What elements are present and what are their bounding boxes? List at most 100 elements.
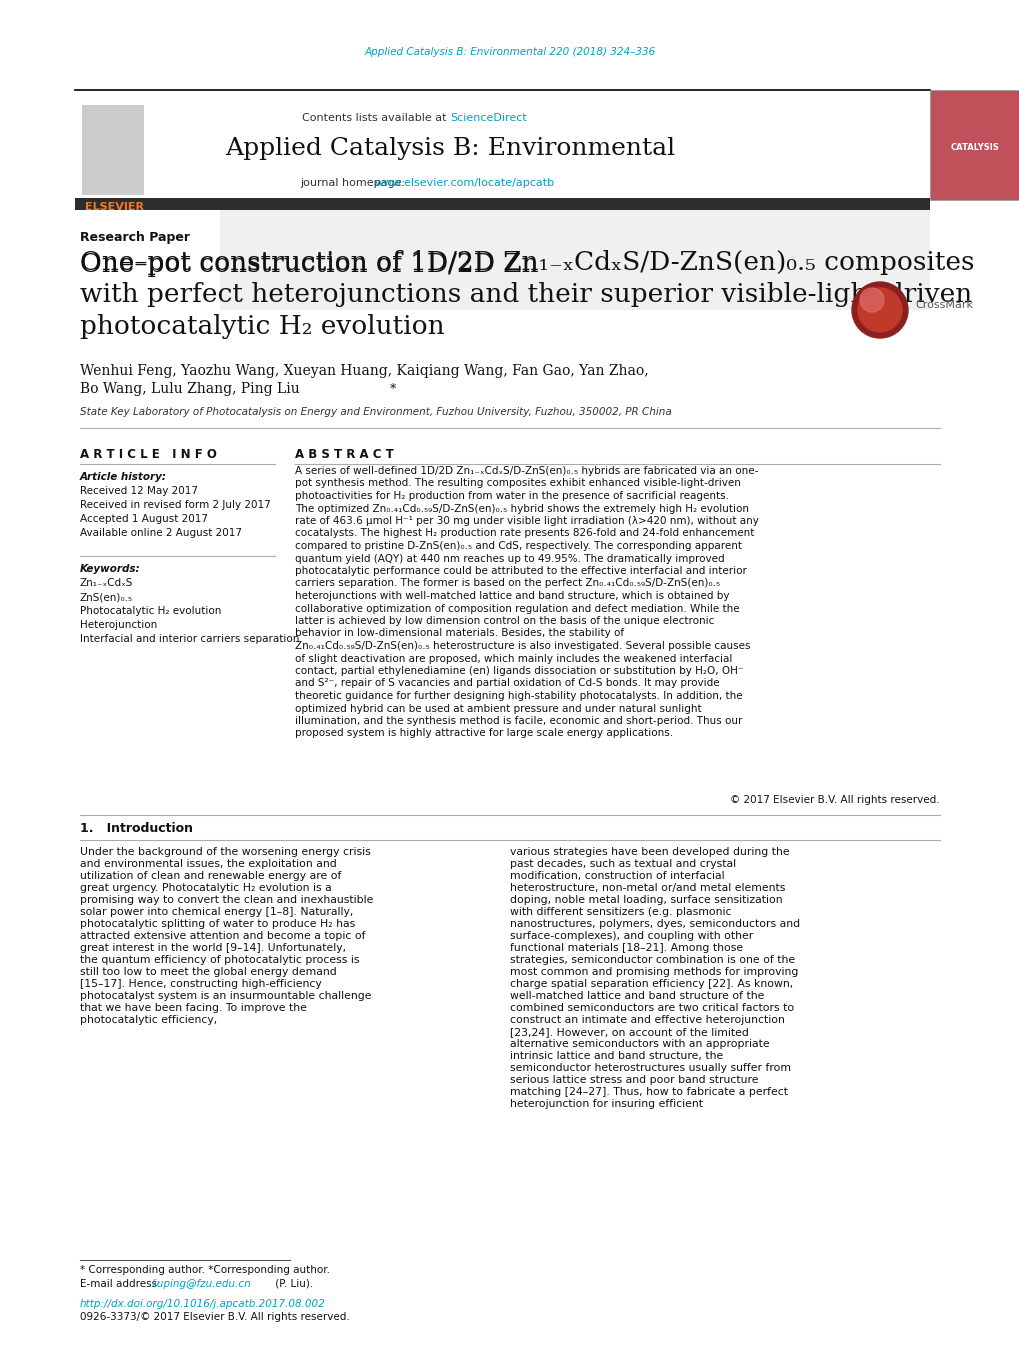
Text: ZnS(en)₀.₅: ZnS(en)₀.₅ xyxy=(79,592,133,603)
Circle shape xyxy=(851,282,907,338)
Text: A series of well-defined 1D/2D Zn₁₋ₓCdₓS/D-ZnS(en)₀.₅ hybrids are fabricated via: A series of well-defined 1D/2D Zn₁₋ₓCdₓS… xyxy=(294,466,758,476)
Bar xyxy=(75,199,929,209)
Text: A R T I C L E   I N F O: A R T I C L E I N F O xyxy=(79,449,217,461)
Text: various strategies have been developed during the: various strategies have been developed d… xyxy=(510,847,789,857)
Text: Wenhui Feng, Yaozhu Wang, Xueyan Huang, Kaiqiang Wang, Fan Gao, Yan Zhao,: Wenhui Feng, Yaozhu Wang, Xueyan Huang, … xyxy=(79,363,648,378)
Text: ELSEVIER: ELSEVIER xyxy=(85,203,144,212)
Text: most common and promising methods for improving: most common and promising methods for im… xyxy=(510,967,798,977)
Text: surface-complexes), and coupling with other: surface-complexes), and coupling with ot… xyxy=(510,931,752,942)
Text: cocatalysts. The highest H₂ production rate presents 826-fold and 24-fold enhanc: cocatalysts. The highest H₂ production r… xyxy=(294,528,754,539)
FancyBboxPatch shape xyxy=(75,200,929,309)
Text: One–pot construction of 1D/2D Zn₁₋ₓCdₓS/D-ZnS(en)₀.₅ composites: One–pot construction of 1D/2D Zn₁₋ₓCdₓS/… xyxy=(79,250,973,276)
Text: photocatalyst system is an insurmountable challenge: photocatalyst system is an insurmountabl… xyxy=(79,992,371,1001)
Text: utilization of clean and renewable energy are of: utilization of clean and renewable energ… xyxy=(79,871,341,881)
Text: Zn₀.₄₁Cd₀.₅₉S/D-ZnS(en)₀.₅ heterostructure is also investigated. Several possibl: Zn₀.₄₁Cd₀.₅₉S/D-ZnS(en)₀.₅ heterostructu… xyxy=(294,640,750,651)
Text: modification, construction of interfacial: modification, construction of interfacia… xyxy=(510,871,723,881)
Text: that we have been facing. To improve the: that we have been facing. To improve the xyxy=(79,1002,307,1013)
Text: ScienceDirect: ScienceDirect xyxy=(449,113,526,123)
Text: and S²⁻, repair of S vacancies and partial oxidation of Cd-S bonds. It may provi: and S²⁻, repair of S vacancies and parti… xyxy=(294,678,719,689)
Text: * Corresponding author. *Corresponding author.: * Corresponding author. *Corresponding a… xyxy=(79,1265,330,1275)
Text: rate of 463.6 μmol H⁻¹ per 30 mg under visible light irradiation (λ>420 nm), wit: rate of 463.6 μmol H⁻¹ per 30 mg under v… xyxy=(294,516,758,526)
Text: photocatalytic splitting of water to produce H₂ has: photocatalytic splitting of water to pro… xyxy=(79,919,355,929)
Text: 0926-3373/© 2017 Elsevier B.V. All rights reserved.: 0926-3373/© 2017 Elsevier B.V. All right… xyxy=(79,1312,350,1323)
Text: Applied Catalysis B: Environmental: Applied Catalysis B: Environmental xyxy=(225,136,675,159)
Text: [15–17]. Hence, constructing high-efficiency: [15–17]. Hence, constructing high-effici… xyxy=(79,979,321,989)
Text: Interfacial and interior carriers separation: Interfacial and interior carriers separa… xyxy=(79,634,300,644)
Text: great urgency. Photocatalytic H₂ evolution is a: great urgency. Photocatalytic H₂ evoluti… xyxy=(79,884,331,893)
Text: Zn₁₋ₓCdₓS: Zn₁₋ₓCdₓS xyxy=(79,578,133,588)
Circle shape xyxy=(859,288,883,312)
Text: combined semiconductors are two critical factors to: combined semiconductors are two critical… xyxy=(510,1002,794,1013)
Text: One–pot construction of 1D/2D Zn: One–pot construction of 1D/2D Zn xyxy=(79,253,538,277)
Text: © 2017 Elsevier B.V. All rights reserved.: © 2017 Elsevier B.V. All rights reserved… xyxy=(730,794,940,805)
Text: proposed system is highly attractive for large scale energy applications.: proposed system is highly attractive for… xyxy=(294,728,673,739)
Text: functional materials [18–21]. Among those: functional materials [18–21]. Among thos… xyxy=(510,943,743,952)
Text: attracted extensive attention and become a topic of: attracted extensive attention and become… xyxy=(79,931,365,942)
Text: carriers separation. The former is based on the perfect Zn₀.₄₁Cd₀.₅₉S/D-ZnS(en)₀: carriers separation. The former is based… xyxy=(294,578,719,589)
Text: Received 12 May 2017: Received 12 May 2017 xyxy=(79,486,198,496)
Text: heterojunctions with well-matched lattice and band structure, which is obtained : heterojunctions with well-matched lattic… xyxy=(294,590,729,601)
Text: photocatalytic efficiency,: photocatalytic efficiency, xyxy=(79,1015,217,1025)
Text: Under the background of the worsening energy crisis: Under the background of the worsening en… xyxy=(79,847,370,857)
Text: pot synthesis method. The resulting composites exhibit enhanced visible-light-dr: pot synthesis method. The resulting comp… xyxy=(294,478,740,489)
Text: E-mail address:: E-mail address: xyxy=(79,1279,164,1289)
Text: collaborative optimization of composition regulation and defect mediation. While: collaborative optimization of compositio… xyxy=(294,604,739,613)
Text: intrinsic lattice and band structure, the: intrinsic lattice and band structure, th… xyxy=(510,1051,722,1061)
Text: great interest in the world [9–14]. Unfortunately,: great interest in the world [9–14]. Unfo… xyxy=(79,943,345,952)
Text: nanostructures, polymers, dyes, semiconductors and: nanostructures, polymers, dyes, semicond… xyxy=(510,919,799,929)
Text: The optimized Zn₀.₄₁Cd₀.₅₉S/D-ZnS(en)₀.₅ hybrid shows the extremely high H₂ evol: The optimized Zn₀.₄₁Cd₀.₅₉S/D-ZnS(en)₀.₅… xyxy=(294,504,748,513)
Text: theoretic guidance for further designing high-stability photocatalysts. In addit: theoretic guidance for further designing… xyxy=(294,690,742,701)
Circle shape xyxy=(857,288,901,332)
Text: CATALYSIS: CATALYSIS xyxy=(950,143,999,153)
Text: photocatalytic performance could be attributed to the effective interfacial and : photocatalytic performance could be attr… xyxy=(294,566,746,576)
Text: Heterojunction: Heterojunction xyxy=(79,620,157,630)
Text: matching [24–27]. Thus, how to fabricate a perfect: matching [24–27]. Thus, how to fabricate… xyxy=(510,1088,788,1097)
Text: liuping@fzu.edu.cn: liuping@fzu.edu.cn xyxy=(152,1279,252,1289)
Text: strategies, semiconductor combination is one of the: strategies, semiconductor combination is… xyxy=(510,955,795,965)
Text: Photocatalytic H₂ evolution: Photocatalytic H₂ evolution xyxy=(79,607,221,616)
Text: photocatalytic H₂ evolution: photocatalytic H₂ evolution xyxy=(79,313,444,339)
Bar xyxy=(82,105,144,195)
Text: behavior in low-dimensional materials. Besides, the stability of: behavior in low-dimensional materials. B… xyxy=(294,628,624,639)
Text: www.elsevier.com/locate/apcatb: www.elsevier.com/locate/apcatb xyxy=(375,178,554,188)
Text: charge spatial separation efficiency [22]. As known,: charge spatial separation efficiency [22… xyxy=(510,979,793,989)
Text: well-matched lattice and band structure of the: well-matched lattice and band structure … xyxy=(510,992,763,1001)
Text: Accepted 1 August 2017: Accepted 1 August 2017 xyxy=(79,513,208,524)
Text: State Key Laboratory of Photocatalysis on Energy and Environment, Fuzhou Univers: State Key Laboratory of Photocatalysis o… xyxy=(79,407,672,417)
Text: photoactivities for H₂ production from water in the presence of sacrificial reag: photoactivities for H₂ production from w… xyxy=(294,490,729,501)
Text: CrossMark: CrossMark xyxy=(914,300,972,309)
Text: solar power into chemical energy [1–8]. Naturally,: solar power into chemical energy [1–8]. … xyxy=(79,907,353,917)
Text: with perfect heterojunctions and their superior visible-light-driven: with perfect heterojunctions and their s… xyxy=(79,282,971,307)
Text: Received in revised form 2 July 2017: Received in revised form 2 July 2017 xyxy=(79,500,270,509)
Text: Research Paper: Research Paper xyxy=(79,231,190,245)
Text: http://dx.doi.org/10.1016/j.apcatb.2017.08.002: http://dx.doi.org/10.1016/j.apcatb.2017.… xyxy=(79,1300,325,1309)
Text: doping, noble metal loading, surface sensitization: doping, noble metal loading, surface sen… xyxy=(510,894,782,905)
Text: promising way to convert the clean and inexhaustible: promising way to convert the clean and i… xyxy=(79,894,373,905)
Text: compared to pristine D-ZnS(en)₀.₅ and CdS, respectively. The corresponding appar: compared to pristine D-ZnS(en)₀.₅ and Cd… xyxy=(294,540,741,551)
Text: alternative semiconductors with an appropriate: alternative semiconductors with an appro… xyxy=(510,1039,769,1048)
Text: Available online 2 August 2017: Available online 2 August 2017 xyxy=(79,528,242,538)
Text: 1.   Introduction: 1. Introduction xyxy=(79,821,193,835)
Text: (P. Liu).: (P. Liu). xyxy=(272,1279,313,1289)
Text: with different sensitizers (e.g. plasmonic: with different sensitizers (e.g. plasmon… xyxy=(510,907,731,917)
Text: semiconductor heterostructures usually suffer from: semiconductor heterostructures usually s… xyxy=(510,1063,790,1073)
Text: the quantum efficiency of photocatalytic process is: the quantum efficiency of photocatalytic… xyxy=(79,955,359,965)
Text: [23,24]. However, on account of the limited: [23,24]. However, on account of the limi… xyxy=(510,1027,748,1038)
Text: construct an intimate and effective heterojunction: construct an intimate and effective hete… xyxy=(510,1015,784,1025)
Text: heterostructure, non-metal or/and metal elements: heterostructure, non-metal or/and metal … xyxy=(510,884,785,893)
Text: A B S T R A C T: A B S T R A C T xyxy=(294,449,393,461)
Text: journal homepage:: journal homepage: xyxy=(300,178,409,188)
Text: still too low to meet the global energy demand: still too low to meet the global energy … xyxy=(79,967,336,977)
Text: Bo Wang, Lulu Zhang, Ping Liu: Bo Wang, Lulu Zhang, Ping Liu xyxy=(79,382,300,396)
Text: heterojunction for insuring efficient: heterojunction for insuring efficient xyxy=(510,1098,702,1109)
Text: illumination, and the synthesis method is facile, economic and short-period. Thu: illumination, and the synthesis method i… xyxy=(294,716,742,725)
Text: Article history:: Article history: xyxy=(79,471,167,482)
Text: past decades, such as textual and crystal: past decades, such as textual and crysta… xyxy=(510,859,736,869)
Text: *: * xyxy=(389,382,395,396)
Text: serious lattice stress and poor band structure: serious lattice stress and poor band str… xyxy=(510,1075,758,1085)
FancyBboxPatch shape xyxy=(75,200,220,309)
Bar xyxy=(929,91,1019,200)
Text: of slight deactivation are proposed, which mainly includes the weakened interfac: of slight deactivation are proposed, whi… xyxy=(294,654,732,663)
Text: quantum yield (AQY) at 440 nm reaches up to 49.95%. The dramatically improved: quantum yield (AQY) at 440 nm reaches up… xyxy=(294,554,723,563)
Text: Applied Catalysis B: Environmental 220 (2018) 324–336: Applied Catalysis B: Environmental 220 (… xyxy=(364,47,655,57)
